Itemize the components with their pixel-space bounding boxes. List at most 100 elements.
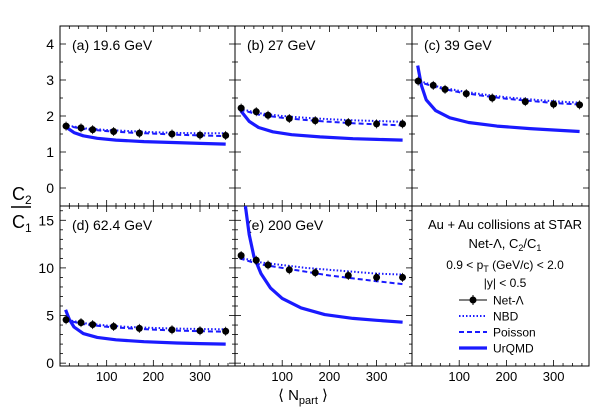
data-point <box>441 85 449 93</box>
data-point <box>344 118 352 126</box>
data-point <box>196 131 204 139</box>
panel-a: 0 1 2 3 4 (a) 19.6 GeV <box>46 25 236 207</box>
series-urqmd-line <box>64 125 226 146</box>
y-tick-label: 4 <box>46 36 54 52</box>
y-tick-label: 0 <box>46 355 54 371</box>
x-axis-label: ⟨ Npart ⟩ <box>278 387 328 407</box>
x-tick-label: 100 <box>271 369 293 384</box>
legend-entry: UrQMD <box>459 342 534 356</box>
data-point <box>344 272 352 280</box>
data-point <box>196 327 204 335</box>
data-point <box>488 94 496 102</box>
data-point <box>264 111 272 119</box>
panel-title: (e) 200 GeV <box>247 217 324 233</box>
x-tick-label: 300 <box>543 369 565 384</box>
data-point <box>110 322 118 330</box>
data-point <box>576 101 584 109</box>
data-point <box>77 124 85 132</box>
data-point <box>414 77 422 85</box>
panel-frame <box>411 25 590 207</box>
data-point <box>89 321 97 329</box>
y-tick-label: 10 <box>38 260 54 276</box>
data-point <box>264 261 272 269</box>
x-tick-label: 100 <box>96 369 118 384</box>
data-point <box>77 319 85 327</box>
data-point <box>373 120 381 128</box>
data-point <box>550 100 558 108</box>
data-point <box>252 108 260 116</box>
legend-entry: Poisson <box>459 326 536 340</box>
y-axis-label-numerator: C2 <box>12 184 32 207</box>
legend-frame <box>411 205 590 367</box>
data-point <box>462 90 470 98</box>
series-urqmd-line <box>239 109 403 142</box>
data-point <box>285 115 293 123</box>
data-point <box>285 266 293 274</box>
data-point <box>135 324 143 332</box>
x-tick-label: 100 <box>448 369 470 384</box>
data-point <box>222 131 230 139</box>
legend-label: UrQMD <box>493 342 534 356</box>
x-tick-label: 200 <box>319 369 341 384</box>
panel-b: (b) 27 GeV <box>234 25 413 207</box>
data-point <box>237 104 245 112</box>
legend-entry: Net-Λ <box>459 294 524 308</box>
y-tick-label: 0 <box>46 180 54 196</box>
legend-title: Au + Au collisions at STAR <box>428 217 582 232</box>
panel-title: (c) 39 GeV <box>424 37 492 53</box>
x-tick-label: 300 <box>366 369 388 384</box>
x-tick-label: 200 <box>496 369 518 384</box>
legend-subtitle: Net-Λ, C2/C1 <box>469 236 542 253</box>
data-point <box>89 126 97 134</box>
data-point <box>399 273 407 281</box>
data-point <box>62 122 70 130</box>
panel-d: 100 200 300 0 5 10 15 (d) 62.4 GeV <box>38 205 236 384</box>
data-point <box>252 256 260 264</box>
legend-entry: NBD <box>459 310 519 324</box>
data-point <box>311 117 319 125</box>
panel-title: (a) 19.6 GeV <box>72 37 153 53</box>
y-tick-label: 2 <box>46 108 54 124</box>
x-tick-label: 300 <box>189 369 211 384</box>
data-point <box>373 273 381 281</box>
data-point <box>168 326 176 334</box>
legend-label: NBD <box>493 310 519 324</box>
data-point <box>429 81 437 89</box>
legend-y-cut: |y| < 0.5 <box>484 276 527 290</box>
panel-title: (d) 62.4 GeV <box>72 217 153 233</box>
data-point <box>110 127 118 135</box>
data-point <box>168 130 176 138</box>
legend-panel: Au + Au collisions at STAR Net-Λ, C2/C1 … <box>411 205 590 384</box>
y-tick-label: 3 <box>46 72 54 88</box>
panel-title: (b) 27 GeV <box>247 37 316 53</box>
series-urqmd-line <box>64 309 226 346</box>
panel-c: (c) 39 GeV <box>411 25 590 207</box>
series-urqmd-line <box>243 206 403 324</box>
legend-label: Poisson <box>493 326 536 340</box>
data-point <box>135 129 143 137</box>
y-tick-label: 1 <box>46 144 54 160</box>
data-point <box>399 120 407 128</box>
panel-e: 100 200 300 (e) 200 GeV <box>234 205 413 384</box>
series-urqmd-line <box>416 65 580 134</box>
series-nbd-line <box>239 256 403 276</box>
data-point <box>521 98 529 106</box>
legend-marker <box>469 296 477 304</box>
y-tick-label: 15 <box>38 212 54 228</box>
y-axis-label-denominator: C1 <box>12 212 32 235</box>
legend-label: Net-Λ <box>493 294 524 308</box>
x-tick-label: 200 <box>142 369 164 384</box>
legend-pt-cut: 0.9 < pT (GeV/c) < 2.0 <box>446 258 564 274</box>
panel-frame <box>59 25 236 207</box>
data-point <box>237 252 245 260</box>
data-point <box>222 327 230 335</box>
series-poisson-line <box>64 318 226 333</box>
series-nbd-line <box>416 79 580 104</box>
data-point <box>62 316 70 324</box>
series-poisson-line <box>64 124 226 138</box>
y-tick-label: 5 <box>46 308 54 324</box>
series-nbd-line <box>239 107 403 123</box>
panel-frame <box>234 25 413 207</box>
data-point <box>311 269 319 277</box>
